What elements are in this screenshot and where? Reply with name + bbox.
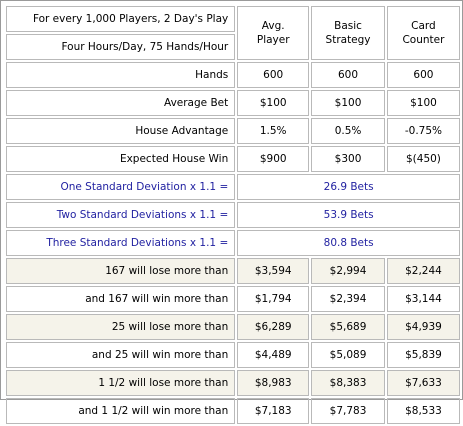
cell-avg-player: $7,183: [237, 398, 310, 424]
cell-card-counter: $7,633: [386, 370, 460, 396]
col-header-card-counter-line2: Counter: [402, 34, 445, 46]
cell-card-counter: $8,533: [386, 398, 460, 424]
col-header-basic-strategy-line2: Strategy: [325, 34, 371, 46]
col-header-card-counter: Card Counter: [386, 6, 460, 60]
cell-avg-player: $1,794: [237, 286, 310, 312]
cell-card-counter: $5,839: [386, 342, 460, 368]
cell-card-counter: -0.75%: [386, 118, 460, 144]
cell-avg-player: $8,983: [237, 370, 310, 396]
deviation-label: Three Standard Deviations x 1.1 =: [6, 230, 236, 256]
cell-card-counter: $2,244: [386, 258, 460, 284]
cell-avg-player: 600: [237, 62, 310, 88]
cell-card-counter: $3,144: [386, 286, 460, 312]
deviation-row: Two Standard Deviations x 1.1 = 53.9 Bet…: [6, 202, 460, 228]
col-header-avg-player: Avg. Player: [237, 6, 310, 60]
header-line-2: Four Hours/Day, 75 Hands/Hour: [6, 34, 236, 60]
cell-card-counter: $100: [386, 90, 460, 116]
outcome-row: and 1 1/2 will win more than $7,183 $7,7…: [6, 398, 460, 424]
outcome-row: 25 will lose more than $6,289 $5,689 $4,…: [6, 314, 460, 340]
deviation-value: 26.9 Bets: [237, 174, 460, 200]
cell-basic-strategy: $5,089: [311, 342, 385, 368]
cell-avg-player: 1.5%: [237, 118, 310, 144]
deviation-label: One Standard Deviation x 1.1 =: [6, 174, 236, 200]
cell-card-counter: $(450): [386, 146, 460, 172]
row-label: Expected House Win: [6, 146, 236, 172]
deviation-value: 53.9 Bets: [237, 202, 460, 228]
outcome-label: 25 will lose more than: [6, 314, 236, 340]
cell-avg-player: $100: [237, 90, 310, 116]
deviation-value: 80.8 Bets: [237, 230, 460, 256]
row-label: Hands: [6, 62, 236, 88]
cell-basic-strategy: $100: [311, 90, 385, 116]
outcome-label: 1 1/2 will lose more than: [6, 370, 236, 396]
cell-basic-strategy: $2,994: [311, 258, 385, 284]
outcome-label: and 167 will win more than: [6, 286, 236, 312]
col-header-basic-strategy: Basic Strategy: [311, 6, 385, 60]
outcome-label: and 25 will win more than: [6, 342, 236, 368]
outcome-row: and 25 will win more than $4,489 $5,089 …: [6, 342, 460, 368]
cell-avg-player: $6,289: [237, 314, 310, 340]
cell-basic-strategy: $7,783: [311, 398, 385, 424]
cell-card-counter: $4,939: [386, 314, 460, 340]
outcome-row: and 167 will win more than $1,794 $2,394…: [6, 286, 460, 312]
cell-card-counter: 600: [386, 62, 460, 88]
cell-basic-strategy: $5,689: [311, 314, 385, 340]
header-row-1: For every 1,000 Players, 2 Day's Play Av…: [6, 6, 460, 60]
table-row: Hands 600 600 600: [6, 62, 460, 88]
row-label: Average Bet: [6, 90, 236, 116]
table-row: Expected House Win $900 $300 $(450): [6, 146, 460, 172]
header-row-2: Four Hours/Day, 75 Hands/Hour: [6, 34, 460, 60]
cell-basic-strategy: $8,383: [311, 370, 385, 396]
outcome-row: 1 1/2 will lose more than $8,983 $8,383 …: [6, 370, 460, 396]
table-row: Average Bet $100 $100 $100: [6, 90, 460, 116]
cell-basic-strategy: $2,394: [311, 286, 385, 312]
cell-basic-strategy: 600: [311, 62, 385, 88]
col-header-avg-player-line2: Player: [256, 34, 290, 46]
row-label: House Advantage: [6, 118, 236, 144]
table-row: House Advantage 1.5% 0.5% -0.75%: [6, 118, 460, 144]
header-line-1: For every 1,000 Players, 2 Day's Play: [6, 6, 236, 32]
col-header-basic-strategy-line1: Basic: [334, 19, 362, 32]
cell-basic-strategy: 0.5%: [311, 118, 385, 144]
cell-avg-player: $4,489: [237, 342, 310, 368]
cell-avg-player: $3,594: [237, 258, 310, 284]
outcome-row: 167 will lose more than $3,594 $2,994 $2…: [6, 258, 460, 284]
cell-basic-strategy: $300: [311, 146, 385, 172]
col-header-card-counter-line1: Card: [411, 19, 436, 32]
deviation-row: Three Standard Deviations x 1.1 = 80.8 B…: [6, 230, 460, 256]
deviation-row: One Standard Deviation x 1.1 = 26.9 Bets: [6, 174, 460, 200]
outcome-label: and 1 1/2 will win more than: [6, 398, 236, 424]
deviation-label: Two Standard Deviations x 1.1 =: [6, 202, 236, 228]
col-header-avg-player-line1: Avg.: [261, 19, 285, 32]
cell-avg-player: $900: [237, 146, 310, 172]
comparison-table: For every 1,000 Players, 2 Day's Play Av…: [4, 4, 462, 426]
outcome-label: 167 will lose more than: [6, 258, 236, 284]
